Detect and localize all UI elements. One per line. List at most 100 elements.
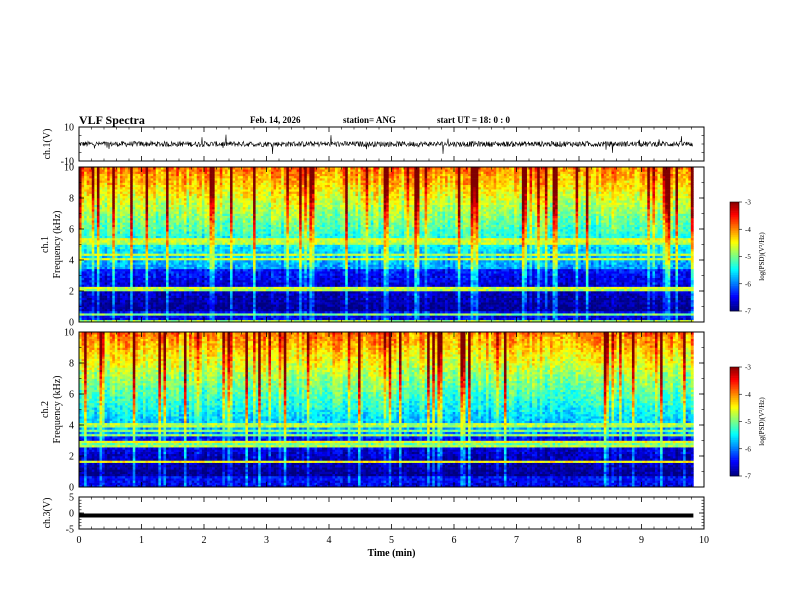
ch1-spectrogram-cell xyxy=(102,167,105,170)
ch1-spectrogram-cell xyxy=(240,211,244,214)
ch1-spectrogram-cell xyxy=(250,240,254,243)
ch1-spectrogram-cell xyxy=(250,260,254,263)
ch1-spectrogram-cell xyxy=(196,279,200,283)
ch1-spectrogram-cell xyxy=(171,299,175,303)
ch1-spectrogram-cell xyxy=(183,189,187,192)
ch1-spectrogram-cell xyxy=(135,288,139,292)
ch1-spectrogram-cell xyxy=(119,248,123,252)
ch1-spectrogram-cell xyxy=(230,180,233,183)
ch1-spectrogram-cell xyxy=(201,291,205,294)
ch1-spectrogram-cell xyxy=(79,255,82,259)
ch1-spectrogram-cell xyxy=(140,189,144,192)
ch1-spectrogram-cell xyxy=(155,235,159,239)
ch1-spectrogram-cell xyxy=(109,315,113,318)
ch1-spectrogram-cell xyxy=(217,184,221,188)
ch1-spectrogram-cell xyxy=(96,279,100,283)
ch1-spectrogram-cell xyxy=(127,175,131,179)
ch1-spectrogram-cell xyxy=(173,286,177,290)
ch1-spectrogram-cell xyxy=(107,182,111,186)
ch1-spectrogram-cell xyxy=(168,291,172,294)
ch1-spectrogram-cell xyxy=(122,184,126,188)
ch1-spectrogram-cell xyxy=(194,195,198,199)
ch1-spectrogram-cell xyxy=(178,304,182,307)
ch1-spectrogram-cell xyxy=(91,211,95,214)
ch1-spectrogram-cell xyxy=(137,288,141,292)
ch1-spectrogram-cell xyxy=(132,260,136,263)
ch1-spectrogram-cell xyxy=(89,222,93,225)
ch1-spectrogram-cell xyxy=(183,255,187,259)
ch1-spectrogram-cell xyxy=(253,288,256,292)
ch1-spectrogram-cell xyxy=(145,291,149,294)
ch1-spectrogram-cell xyxy=(145,191,149,194)
ch1-spectrogram-cell xyxy=(89,319,93,323)
ch1-spectrogram-cell xyxy=(196,293,200,296)
ch1-spectrogram-cell xyxy=(137,266,141,270)
ch1-spectrogram-cell xyxy=(160,315,164,318)
ch1-spectrogram-cell xyxy=(132,313,136,316)
ch1-spectrogram-cell xyxy=(84,279,87,283)
ch1-spectrogram-cell xyxy=(114,266,118,270)
ch1-spectrogram-cell xyxy=(214,237,218,241)
ch1-spectrogram-cell xyxy=(91,246,95,250)
ch1-spectrogram-cell xyxy=(176,173,180,177)
ch1-spectrogram-cell xyxy=(117,299,121,303)
ch1-spectrogram-cell xyxy=(191,195,195,199)
ch1-spectrogram-cell xyxy=(127,257,131,261)
ch1-spectrogram-cell xyxy=(171,240,175,243)
ch1-spectrogram-cell xyxy=(145,275,149,279)
ch1-spectrogram-cell xyxy=(166,302,169,305)
ch1-spectrogram-cell xyxy=(155,224,159,228)
ch1-spectrogram-cell xyxy=(219,193,223,197)
ch1-spectrogram-cell xyxy=(217,229,221,232)
ch1-spectrogram-cell xyxy=(104,257,108,261)
ch1-spectrogram-cell xyxy=(89,288,93,292)
ch1-spectrogram-cell xyxy=(189,173,192,177)
ch1-spectrogram-cell xyxy=(125,186,128,190)
ch1-spectrogram-cell xyxy=(232,195,236,199)
ch1-spectrogram-cell xyxy=(148,255,151,259)
ch1-spectrogram-cell xyxy=(148,171,151,174)
ch1-spectrogram-cell xyxy=(160,293,164,296)
ch1-spectrogram-cell xyxy=(214,180,218,183)
ch1-spectrogram-cell xyxy=(135,191,139,194)
ch1-spectrogram-cell xyxy=(166,180,169,183)
ch1-spectrogram-cell xyxy=(91,171,95,174)
ch1-spectrogram-cell xyxy=(214,286,218,290)
ch1-spectrogram-cell xyxy=(91,237,95,241)
ch1-spectrogram-cell xyxy=(217,167,221,170)
ch1-spectrogram-cell xyxy=(84,242,87,245)
ch1-spectrogram-cell xyxy=(89,175,93,179)
ch1-spectrogram-cell xyxy=(150,306,154,310)
ch1-spectrogram-cell xyxy=(232,284,236,287)
ch1-spectrogram-cell xyxy=(227,186,231,190)
ch1-spectrogram-cell xyxy=(250,191,254,194)
ch1-spectrogram-cell xyxy=(240,206,244,210)
ch1-spectrogram-cell xyxy=(214,262,218,265)
ch1-spectrogram-cell xyxy=(217,286,221,290)
ch1-spectrogram-cell xyxy=(245,304,249,307)
ch1-spectrogram-cell xyxy=(158,253,162,256)
ch1-spectrogram-cell xyxy=(224,262,228,265)
ch1-spectrogram-cell xyxy=(86,226,90,230)
ch1-spectrogram-cell xyxy=(160,282,164,285)
ch1-spectrogram-cell xyxy=(166,209,169,212)
ch1-spectrogram-cell xyxy=(235,213,239,217)
ch1-spectrogram-cell xyxy=(209,260,213,263)
ch1-spectrogram-cell xyxy=(224,266,228,270)
ch1-spectrogram-cell xyxy=(186,299,190,303)
ch1-spectrogram-cell xyxy=(148,184,151,188)
ch1-spectrogram-cell xyxy=(117,273,121,276)
ch1-spectrogram-cell xyxy=(217,255,221,259)
ch1-spectrogram-cell xyxy=(178,191,182,194)
ch1-spectrogram-cell xyxy=(209,175,213,179)
ch1-spectrogram-cell xyxy=(219,260,223,263)
ch1-spectrogram-cell xyxy=(199,271,203,274)
ch1-spectrogram-cell xyxy=(199,273,203,276)
ch1-spectrogram-cell xyxy=(137,224,141,228)
ch1-spectrogram-cell xyxy=(122,189,126,192)
ch1-spectrogram-cell xyxy=(91,304,95,307)
ch1-spectrogram-cell xyxy=(255,266,259,270)
ch1-spectrogram-cell xyxy=(114,222,118,225)
ch1-spectrogram-cell xyxy=(242,204,246,208)
